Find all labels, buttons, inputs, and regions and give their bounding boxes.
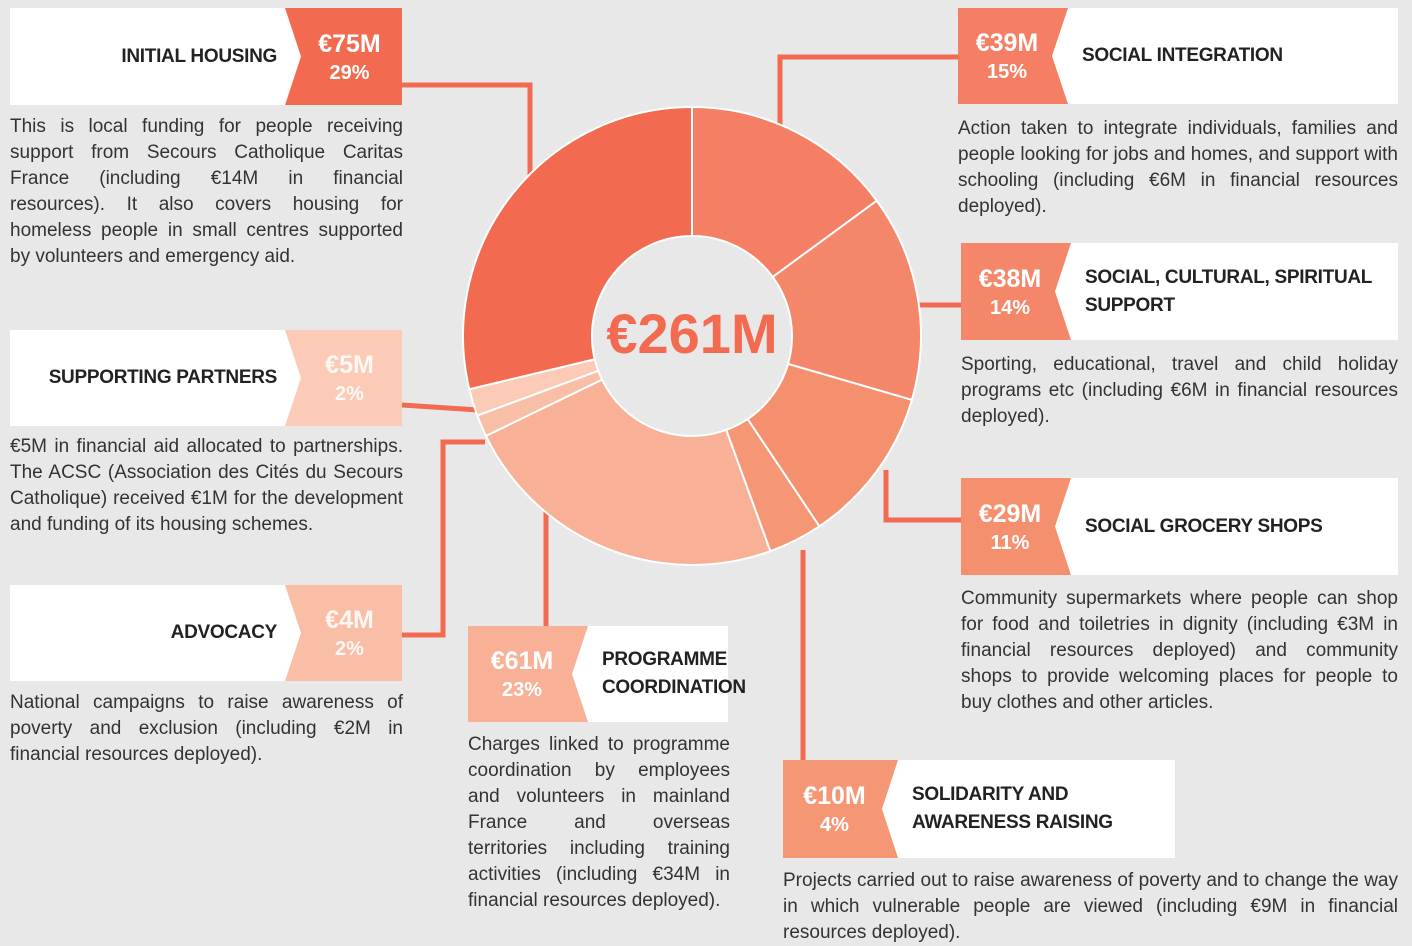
value-badge: €4M 2% [285, 585, 402, 681]
value-label: €61M [490, 647, 554, 675]
value-label: €10M [803, 782, 866, 810]
percentage-label: 4% [820, 814, 849, 836]
connector [883, 470, 961, 523]
category-name: PROGRAMME COORDINATION [602, 649, 746, 698]
percentage-label: 15% [986, 61, 1028, 83]
value-label: €5M [325, 351, 374, 379]
percentage-label: 23% [501, 679, 543, 701]
description: Charges linked to programme coordination… [468, 734, 730, 911]
category-name: INITIAL HOUSING [121, 45, 277, 67]
description: Sporting, educational, travel and child … [961, 354, 1398, 427]
category-name: SOCIAL, CULTURAL, SPIRITUAL SUPPORT [1085, 266, 1372, 316]
value-label: €39M [975, 29, 1039, 57]
percentage-label: 14% [989, 296, 1031, 319]
wedge [771, 199, 922, 402]
category-name: SOCIAL INTEGRATION [1082, 45, 1283, 66]
value-label: €75M [318, 29, 381, 58]
value-badge: €38M 14% [961, 243, 1071, 340]
wedges [462, 105, 922, 566]
connectors [401, 54, 961, 762]
connector [401, 402, 479, 413]
description: €5M in financial aid allocated to partne… [10, 436, 403, 535]
value-badge: €29M 11% [961, 478, 1071, 575]
value-badge: €10M 4% [783, 760, 898, 858]
wedge [484, 378, 772, 566]
description: Projects carried out to raise awareness … [783, 870, 1398, 943]
value-badge: €61M 23% [468, 626, 588, 722]
category-name: SOCIAL GROCERY SHOPS [1085, 515, 1323, 537]
connector [777, 54, 958, 150]
percentage-label: 11% [990, 531, 1030, 554]
description: National campaigns to raise awareness of… [10, 692, 403, 765]
percentage-label: 2% [335, 383, 364, 405]
connector [402, 439, 485, 638]
wedge [462, 105, 693, 391]
description: Action taken to integrate individuals, f… [958, 118, 1398, 217]
category-name: SUPPORTING PARTNERS [48, 367, 278, 388]
percentage-label: 29% [329, 61, 370, 84]
description: This is local funding for people receivi… [10, 116, 403, 267]
center-label: €261M [606, 302, 777, 365]
value-label: €38M [978, 264, 1042, 293]
category-name: ADVOCACY [170, 622, 278, 643]
description: Community supermarkets where people can … [961, 588, 1398, 713]
connector [402, 82, 533, 190]
percentage-label: 2% [335, 638, 364, 660]
category-name: SOLIDARITY AND AWARENESS RAISING [912, 784, 1113, 833]
value-label: €4M [325, 606, 374, 634]
value-label: €29M [978, 499, 1042, 528]
value-badge: €39M 15% [958, 8, 1068, 104]
value-badge: €5M 2% [285, 330, 402, 426]
value-badge: €75M 29% [285, 8, 402, 105]
